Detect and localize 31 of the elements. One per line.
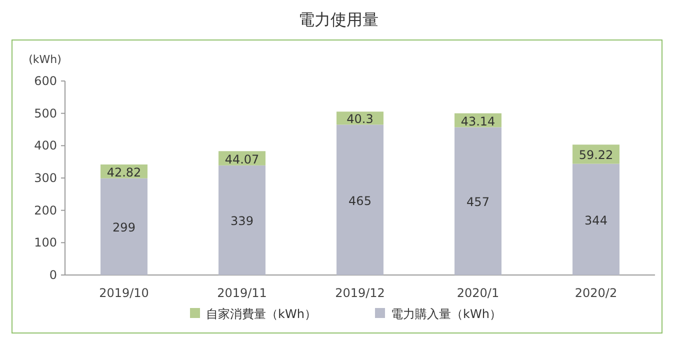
x-tick-label: 2019/11	[217, 286, 267, 300]
x-tick-label: 2019/12	[335, 286, 385, 300]
chart-title: 電力使用量	[298, 10, 378, 29]
y-tick-label: 0	[49, 268, 57, 282]
y-tick-label: 600	[34, 74, 57, 88]
x-tick-label: 2020/2	[574, 286, 618, 300]
data-label: 465	[348, 194, 372, 208]
bar	[572, 164, 620, 275]
legend-label: 電力購入量（kWh）	[391, 307, 502, 321]
data-label: 43.14	[460, 114, 496, 128]
x-tick-label: 2020/1	[456, 286, 500, 300]
data-label: 299	[112, 220, 136, 235]
y-tick-label: 300	[34, 171, 57, 185]
x-tick-label: 2019/10	[99, 286, 149, 300]
y-tick-label: 400	[34, 138, 57, 153]
data-label: 344	[584, 213, 608, 228]
bar	[454, 127, 502, 275]
bar	[218, 165, 266, 275]
y-axis-title: (kWh)	[28, 53, 62, 66]
data-label: 59.22	[578, 148, 614, 162]
data-label: 40.3	[346, 112, 374, 126]
y-tick-label: 500	[34, 106, 57, 120]
legend-label: 自家消費量（kWh）	[206, 307, 316, 321]
data-label: 339	[230, 214, 254, 228]
data-label: 42.82	[106, 165, 142, 180]
bar	[336, 124, 384, 275]
data-label: 44.07	[224, 152, 260, 166]
bar	[100, 178, 148, 275]
y-tick-label: 100	[34, 236, 57, 250]
data-label: 457	[466, 195, 490, 210]
y-tick-label: 200	[34, 203, 57, 218]
